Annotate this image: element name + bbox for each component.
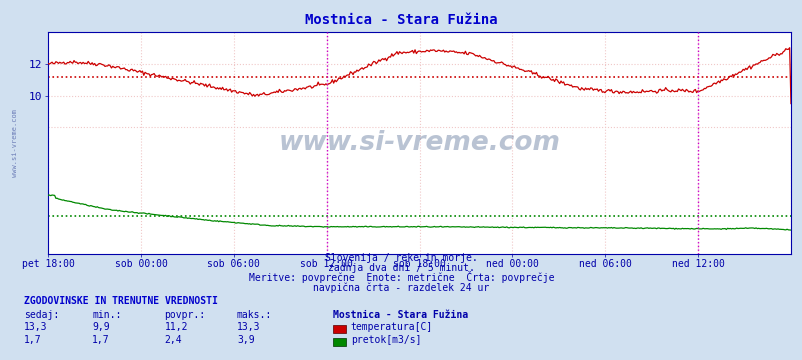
- Text: temperatura[C]: temperatura[C]: [350, 323, 432, 333]
- Text: www.si-vreme.com: www.si-vreme.com: [12, 109, 18, 177]
- Text: povpr.:: povpr.:: [164, 310, 205, 320]
- Text: 9,9: 9,9: [92, 323, 110, 333]
- Text: 13,3: 13,3: [237, 323, 260, 333]
- Text: min.:: min.:: [92, 310, 122, 320]
- Text: Meritve: povprečne  Enote: metrične  Črta: povprečje: Meritve: povprečne Enote: metrične Črta:…: [249, 271, 553, 283]
- Text: Slovenija / reke in morje.: Slovenija / reke in morje.: [325, 253, 477, 263]
- Text: 1,7: 1,7: [24, 336, 42, 346]
- Text: pretok[m3/s]: pretok[m3/s]: [350, 336, 421, 346]
- Text: maks.:: maks.:: [237, 310, 272, 320]
- Text: 3,9: 3,9: [237, 336, 254, 346]
- Text: 1,7: 1,7: [92, 336, 110, 346]
- Text: 11,2: 11,2: [164, 323, 188, 333]
- Text: navpična črta - razdelek 24 ur: navpična črta - razdelek 24 ur: [313, 282, 489, 293]
- Text: zadnja dva dni / 5 minut.: zadnja dva dni / 5 minut.: [328, 263, 474, 273]
- Text: Mostnica - Stara Fužina: Mostnica - Stara Fužina: [305, 13, 497, 27]
- Text: ZGODOVINSKE IN TRENUTNE VREDNOSTI: ZGODOVINSKE IN TRENUTNE VREDNOSTI: [24, 296, 217, 306]
- Text: 2,4: 2,4: [164, 336, 182, 346]
- Text: sedaj:: sedaj:: [24, 310, 59, 320]
- Text: Mostnica - Stara Fužina: Mostnica - Stara Fužina: [333, 310, 468, 320]
- Text: 13,3: 13,3: [24, 323, 47, 333]
- Text: www.si-vreme.com: www.si-vreme.com: [278, 130, 560, 156]
